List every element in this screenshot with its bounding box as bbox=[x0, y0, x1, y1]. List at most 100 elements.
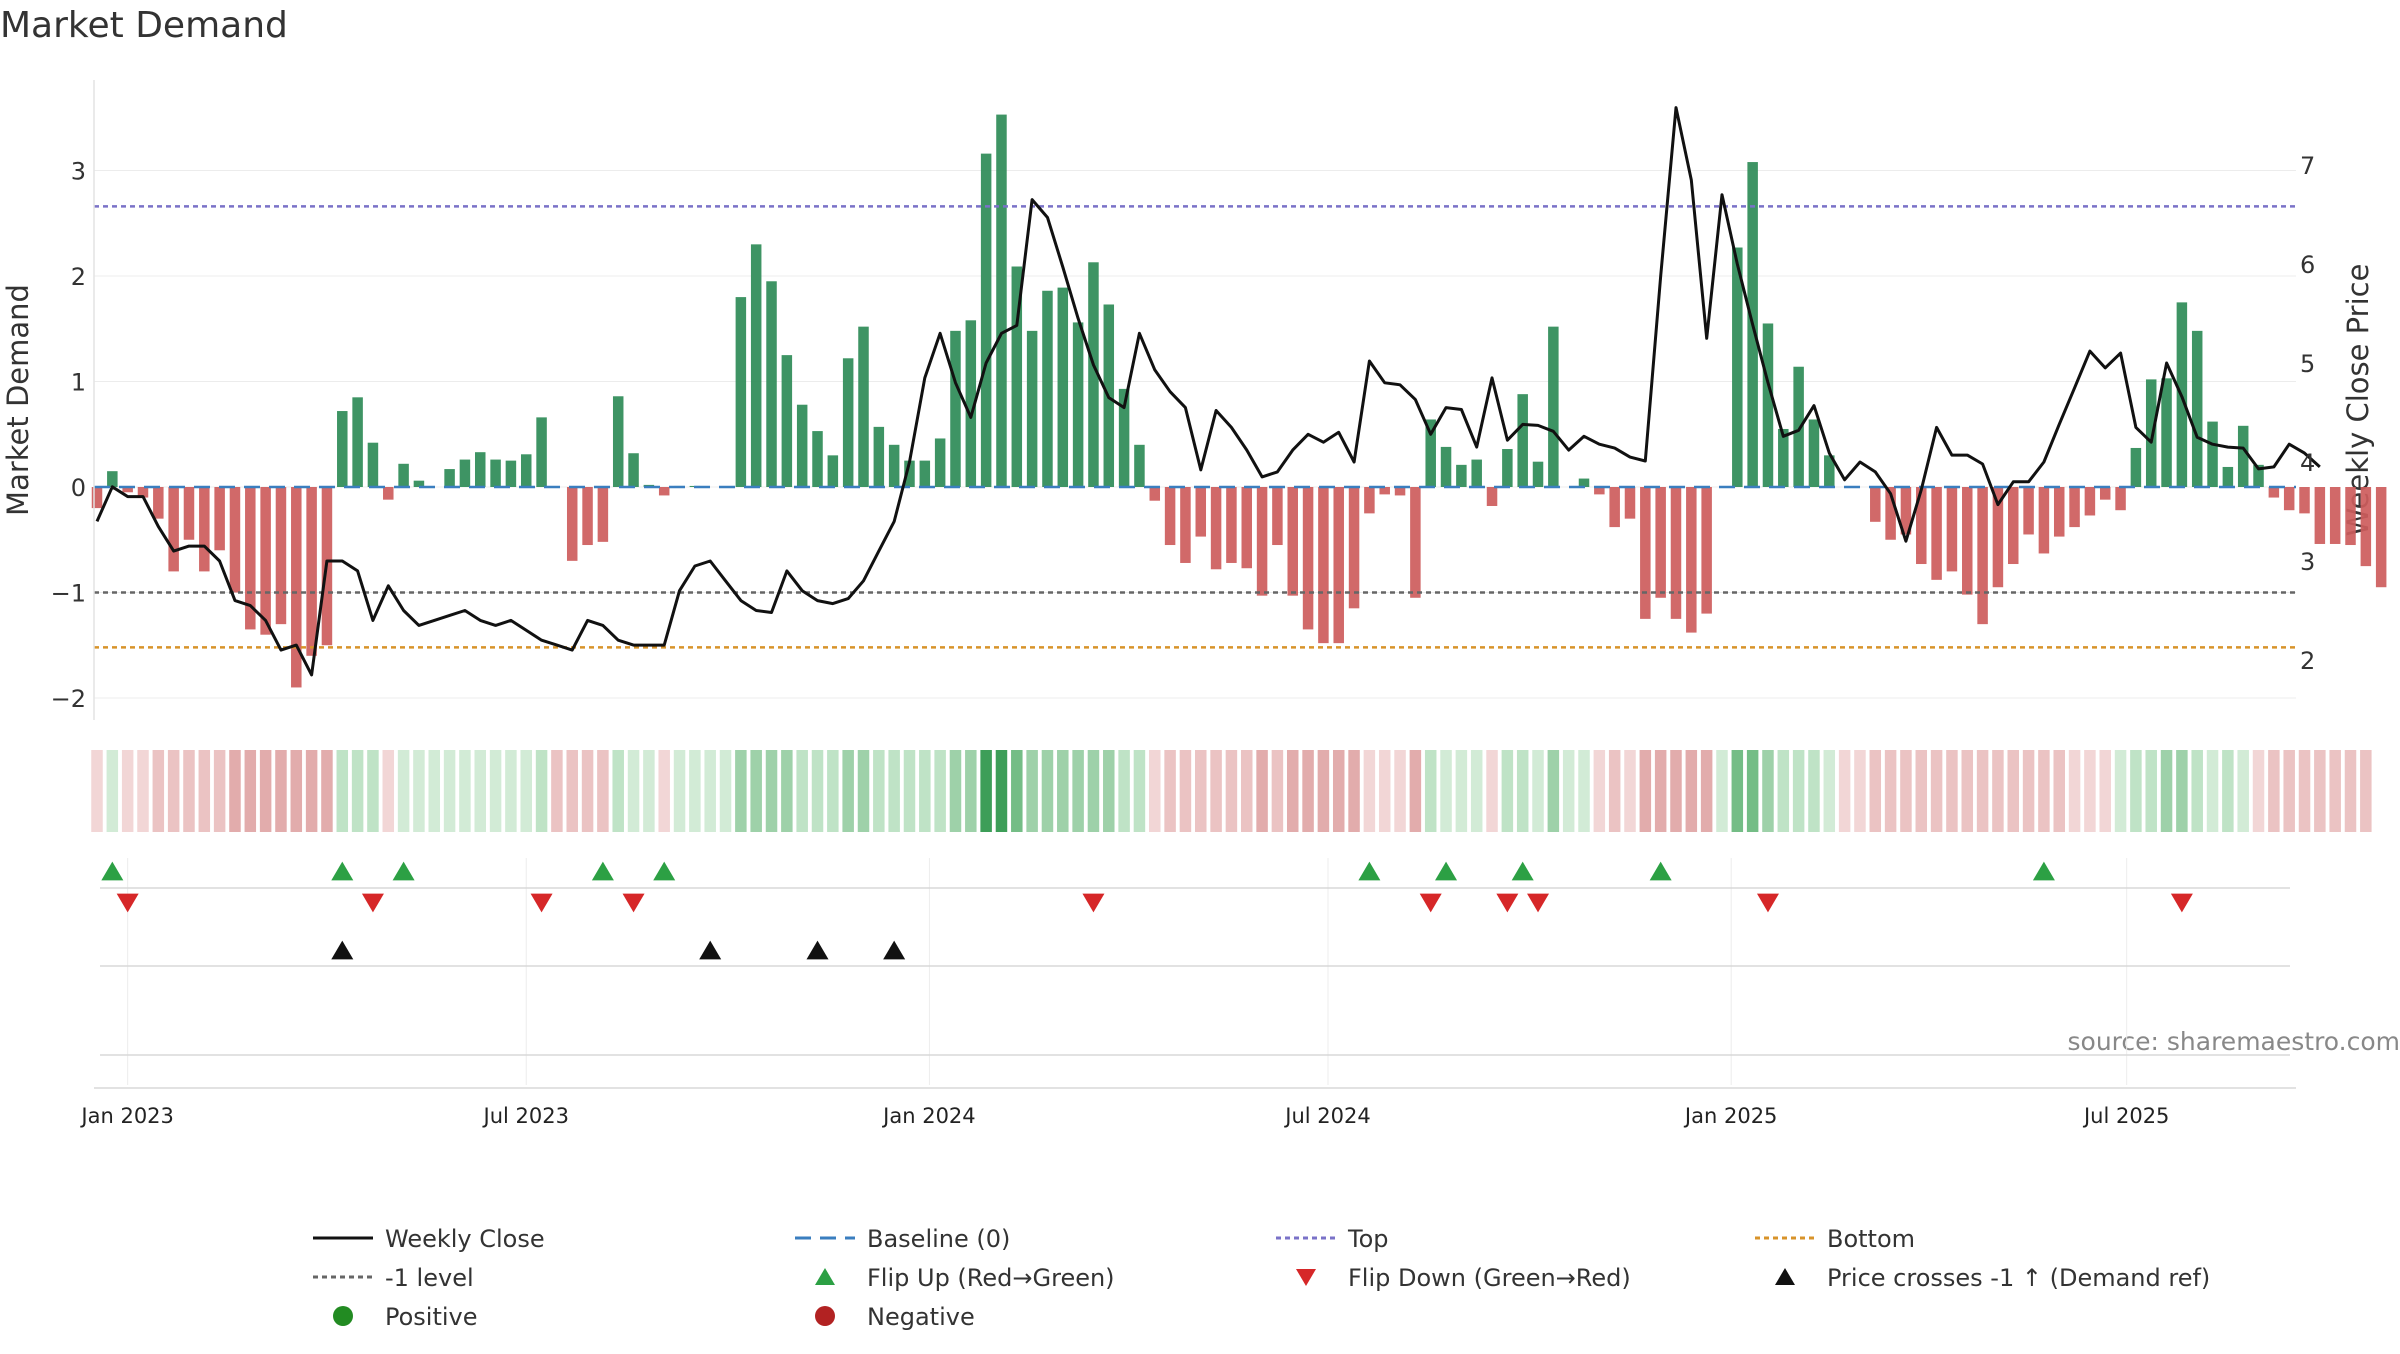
heat-strip-cell bbox=[1302, 750, 1314, 832]
y2-tick-label: 7 bbox=[2300, 152, 2315, 180]
flip-down-marker bbox=[362, 894, 384, 913]
y-tick-label: −1 bbox=[51, 580, 86, 608]
demand-bar bbox=[1042, 291, 1053, 487]
demand-bar bbox=[506, 461, 517, 487]
demand-bar bbox=[107, 471, 118, 487]
demand-bar bbox=[1962, 487, 1973, 595]
price-cross-marker bbox=[699, 941, 721, 960]
demand-bar bbox=[2269, 487, 2280, 498]
demand-bar bbox=[2100, 487, 2111, 500]
demand-bar bbox=[2085, 487, 2096, 515]
x-tick-label: Jul 2024 bbox=[1283, 1104, 1370, 1128]
heat-strip-cell bbox=[2145, 750, 2157, 832]
heat-strip-cell bbox=[566, 750, 578, 832]
y2-tick-label: 6 bbox=[2300, 251, 2315, 279]
demand-bar bbox=[920, 461, 931, 487]
heat-strip-cell bbox=[2115, 750, 2127, 832]
heat-strip-cell bbox=[674, 750, 686, 832]
demand-bar bbox=[935, 438, 946, 487]
heat-strip-cell bbox=[1042, 750, 1054, 832]
heat-strip-cell bbox=[199, 750, 211, 832]
heat-strip-cell bbox=[520, 750, 532, 832]
heat-strip-cell bbox=[1946, 750, 1958, 832]
flip-up-marker bbox=[1358, 862, 1380, 881]
heat-strip-cell bbox=[1486, 750, 1498, 832]
heat-strip-cell bbox=[1624, 750, 1636, 832]
heat-strip-cell bbox=[1272, 750, 1284, 832]
heat-strip-cell bbox=[965, 750, 977, 832]
signal-markers bbox=[101, 862, 2193, 960]
demand-bar bbox=[797, 405, 808, 487]
heat-strip-cell bbox=[2008, 750, 2020, 832]
heat-strip-cell bbox=[1900, 750, 1912, 832]
heat-strip-cell bbox=[2069, 750, 2081, 832]
demand-bar bbox=[1150, 487, 1161, 501]
heat-strip-cell bbox=[919, 750, 931, 832]
heat-strip-cell bbox=[1532, 750, 1544, 832]
demand-bar bbox=[1257, 487, 1268, 596]
y-axis-label: Market Demand bbox=[1, 284, 35, 516]
heat-strip-cell bbox=[122, 750, 134, 832]
heat-strip-cell bbox=[781, 750, 793, 832]
heat-strip-cell bbox=[2099, 750, 2111, 832]
price-cross-marker bbox=[807, 941, 829, 960]
demand-bar bbox=[260, 487, 271, 635]
demand-bar bbox=[2223, 467, 2234, 487]
heat-strip-cell bbox=[1563, 750, 1575, 832]
heat-strip-cell bbox=[2161, 750, 2173, 832]
heat-strip-cell bbox=[337, 750, 349, 832]
heat-strip-cell bbox=[873, 750, 885, 832]
demand-bar bbox=[858, 327, 869, 487]
heat-strip-cell bbox=[1164, 750, 1176, 832]
demand-bar bbox=[1533, 462, 1544, 487]
demand-bar bbox=[2376, 487, 2387, 587]
demand-bar bbox=[981, 154, 992, 487]
flip-down-marker bbox=[1420, 894, 1442, 913]
y2-tick-label: 5 bbox=[2300, 350, 2315, 378]
heat-strip-cell bbox=[2283, 750, 2295, 832]
heat-strip-cell bbox=[214, 750, 226, 832]
heat-strip-cell bbox=[1425, 750, 1437, 832]
heat-strip-cell bbox=[812, 750, 824, 832]
gridlines bbox=[94, 171, 2296, 1086]
heat-strip-cell bbox=[1640, 750, 1652, 832]
heat-strip-cell bbox=[2237, 750, 2249, 832]
demand-bar bbox=[2146, 379, 2157, 487]
demand-bar bbox=[291, 487, 302, 687]
heat-strip-cell bbox=[1287, 750, 1299, 832]
y-tick-label: −2 bbox=[51, 685, 86, 713]
demand-bar bbox=[1134, 445, 1145, 487]
heat-strip-cell bbox=[413, 750, 425, 832]
demand-bar bbox=[153, 487, 164, 519]
demand-bar bbox=[230, 487, 241, 593]
demand-bar bbox=[1349, 487, 1360, 608]
demand-bar bbox=[1456, 465, 1467, 487]
flip-up-marker bbox=[1512, 862, 1534, 881]
demand-bar bbox=[306, 487, 317, 656]
x-tick-label: Jan 2025 bbox=[1683, 1104, 1778, 1128]
demand-bar bbox=[1027, 331, 1038, 487]
demand-bar bbox=[184, 487, 195, 540]
heat-strip-cell bbox=[229, 750, 241, 832]
heat-strip-cell bbox=[1992, 750, 2004, 832]
x-tick-label: Jul 2025 bbox=[2082, 1104, 2169, 1128]
demand-bar bbox=[1165, 487, 1176, 545]
demand-bar bbox=[1809, 419, 1820, 487]
heat-strip-cell bbox=[1348, 750, 1360, 832]
heat-strip-cell bbox=[1088, 750, 1100, 832]
heat-strip-cell bbox=[383, 750, 395, 832]
flip-down-marker bbox=[1082, 894, 1104, 913]
demand-bar bbox=[2039, 487, 2050, 553]
demand-bar bbox=[214, 487, 225, 550]
heat-strip-cell bbox=[1762, 750, 1774, 832]
demand-bar bbox=[2238, 426, 2249, 487]
heat-strip-cell bbox=[1456, 750, 1468, 832]
heat-strip-cell bbox=[1118, 750, 1130, 832]
flip-up-marker bbox=[101, 862, 123, 881]
demand-bar bbox=[2315, 487, 2326, 544]
heat-strip-cell bbox=[1333, 750, 1345, 832]
demand-bar bbox=[1548, 327, 1559, 487]
heat-strip-cell bbox=[1670, 750, 1682, 832]
heat-strip-cell bbox=[153, 750, 165, 832]
source-note: source: sharemaestro.com bbox=[2068, 1027, 2400, 1056]
